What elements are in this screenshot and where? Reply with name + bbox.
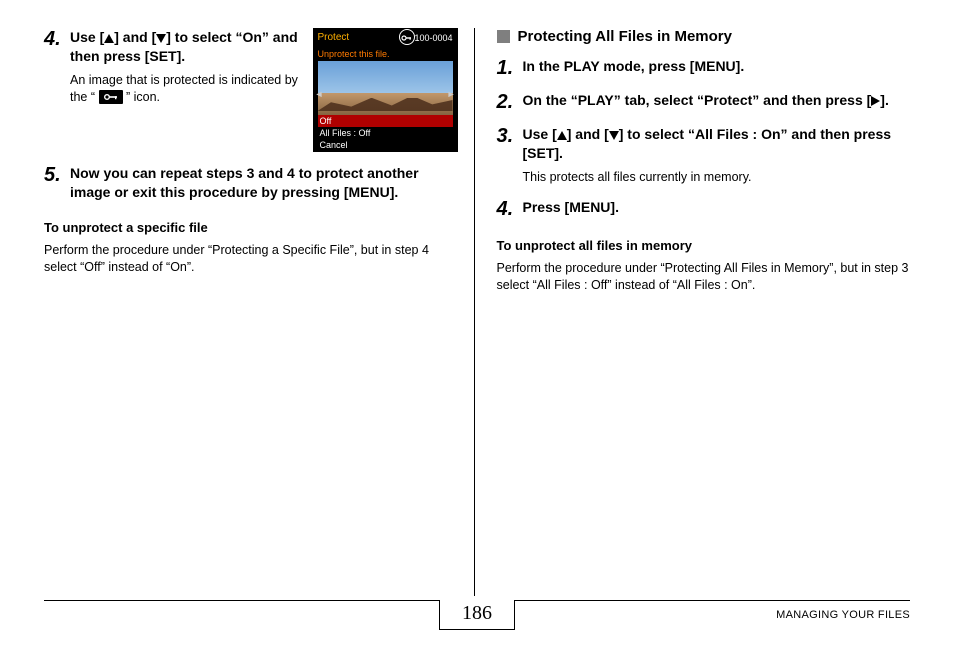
step-2-text: On the “PLAY” tab, select “Protect” and …	[523, 91, 889, 113]
screenshot-title: Protect	[318, 32, 350, 43]
step-5: 5. Now you can repeat steps 3 and 4 to p…	[44, 164, 458, 202]
text: ].	[880, 92, 889, 108]
page-footer: 186 MANAGING YOUR FILES	[44, 600, 910, 636]
step-4-text: Use [] and [] to select “On” and then pr…	[70, 28, 303, 66]
step-5-text: Now you can repeat steps 3 and 4 to prot…	[70, 164, 458, 202]
step-3: 3. Use [] and [] to select “All Files : …	[497, 125, 911, 186]
step-number: 5.	[44, 164, 70, 202]
step-number: 4.	[44, 28, 70, 152]
right-column: Protecting All Files in Memory 1. In the…	[475, 28, 911, 596]
right-arrow-icon	[871, 96, 880, 106]
left-column: 4. Use [] and [] to select “On” and then…	[44, 28, 474, 596]
step-4-subtext: An image that is protected is indicated …	[70, 72, 303, 106]
text: Use [	[70, 29, 104, 45]
text: On the “PLAY” tab, select “Protect” and …	[523, 92, 872, 108]
step-3-subtext: This protects all files currently in mem…	[523, 169, 911, 186]
unprotect-all-body: Perform the procedure under “Protecting …	[497, 260, 911, 295]
section-heading: Protecting All Files in Memory	[497, 28, 911, 45]
step-number: 2.	[497, 91, 523, 113]
unprotect-specific-body: Perform the procedure under “Protecting …	[44, 242, 458, 277]
menu-option: All Files : Off	[318, 127, 453, 139]
camera-screenshot: Protect 100-0004 Unprotect this file. ◄►…	[313, 28, 458, 152]
menu-option: Cancel	[318, 139, 453, 151]
page-number: 186	[439, 600, 515, 630]
text: ] and [	[567, 126, 609, 142]
text: ” icon.	[126, 90, 160, 104]
footer-chapter: MANAGING YOUR FILES	[776, 609, 910, 621]
key-icon	[99, 90, 123, 104]
step-3-text: Use [] and [] to select “All Files : On”…	[523, 125, 911, 163]
step-number: 3.	[497, 125, 523, 186]
step-2: 2. On the “PLAY” tab, select “Protect” a…	[497, 91, 911, 113]
step-4-right: 4. Press [MENU].	[497, 198, 911, 220]
up-arrow-icon	[557, 131, 567, 140]
screenshot-message: Unprotect this file.	[314, 47, 457, 61]
up-arrow-icon	[104, 34, 114, 43]
screenshot-header: Protect 100-0004	[314, 29, 457, 47]
step-1-text: In the PLAY mode, press [MENU].	[523, 57, 745, 79]
text: Use [	[523, 126, 557, 142]
manual-page: 4. Use [] and [] to select “On” and then…	[0, 0, 954, 646]
down-arrow-icon	[609, 131, 619, 140]
menu-option-selected: Off	[318, 115, 453, 127]
screenshot-image	[318, 61, 453, 119]
step-number: 1.	[497, 57, 523, 79]
folder-number: 100-0004	[414, 29, 452, 47]
unprotect-all-heading: To unprotect all files in memory	[497, 238, 911, 253]
text: ] and [	[114, 29, 156, 45]
key-icon	[399, 31, 413, 45]
screenshot-menu: Off All Files : Off Cancel	[318, 115, 453, 151]
down-arrow-icon	[156, 34, 166, 43]
section-heading-text: Protecting All Files in Memory	[518, 28, 732, 45]
square-bullet-icon	[497, 30, 510, 43]
step-number: 4.	[497, 198, 523, 220]
step-4: 4. Use [] and [] to select “On” and then…	[44, 28, 458, 152]
two-column-layout: 4. Use [] and [] to select “On” and then…	[44, 28, 910, 596]
unprotect-specific-heading: To unprotect a specific file	[44, 220, 458, 235]
step-1: 1. In the PLAY mode, press [MENU].	[497, 57, 911, 79]
step-4-right-text: Press [MENU].	[523, 198, 619, 220]
